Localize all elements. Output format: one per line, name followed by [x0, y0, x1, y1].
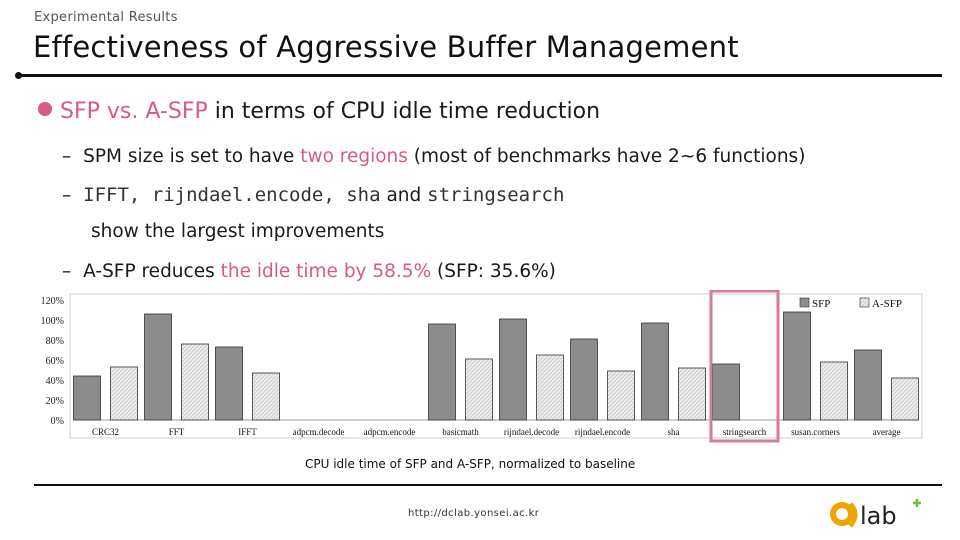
- x-tick-label: rijndael.encode: [575, 427, 630, 437]
- sub1-highlight: two regions: [300, 146, 408, 167]
- sub1-text-c: (most of benchmarks have 2~6 functions): [407, 146, 806, 167]
- bar-asfp-IFFT: [252, 372, 280, 421]
- bar-asfp-CRC32: [110, 366, 138, 421]
- x-tick-label: rijndael.decode: [504, 427, 559, 437]
- bar-sfp-average: [854, 349, 882, 421]
- x-tick-label: FFT: [169, 427, 185, 437]
- sub-bullet-spm: – SPM size is set to have two regions (m…: [62, 146, 805, 167]
- x-tick-label: basicmath: [442, 427, 479, 437]
- y-tick-label: 120%: [41, 296, 64, 307]
- sub1-text-a: SPM size is set to have: [83, 146, 301, 167]
- sub2-code: IFFT, rijndael.encode, sha: [83, 184, 381, 206]
- bar-sfp-sha: [641, 322, 669, 421]
- bar-asfp-rijndael.decode: [536, 354, 564, 421]
- page-title: Effectiveness of Aggressive Buffer Manag…: [33, 30, 739, 64]
- x-tick-label: adpcm.decode: [293, 427, 345, 437]
- sub-bullet-reduction: – A-SFP reduces the idle time by 58.5% (…: [62, 261, 556, 282]
- bar-asfp-basicmath: [465, 358, 493, 421]
- footer-url: http://dclab.yonsei.ac.kr: [408, 508, 540, 519]
- y-tick-label: 20%: [46, 396, 64, 407]
- footer-divider: [34, 484, 942, 486]
- chart-caption: CPU idle time of SFP and A-SFP, normaliz…: [305, 457, 636, 471]
- legend-label-asfp: A-SFP: [872, 298, 902, 310]
- y-tick-label: 60%: [46, 356, 64, 367]
- section-label: Experimental Results: [34, 10, 178, 25]
- x-tick-label: susan.corners: [791, 427, 840, 437]
- x-tick-label: IFFT: [238, 427, 257, 437]
- rule-dot: [15, 72, 22, 79]
- sub3-highlight: the idle time by 58.5%: [220, 261, 432, 282]
- legend-label-sfp: SFP: [812, 298, 830, 310]
- plot-frame: [69, 293, 923, 439]
- sub3-text-c: (SFP: 35.6%): [431, 261, 556, 282]
- bar-sfp-basicmath: [428, 323, 456, 421]
- y-tick-label: 80%: [46, 336, 64, 347]
- sub3-text-a: A-SFP reduces: [83, 261, 221, 282]
- y-tick-label: 40%: [46, 376, 64, 387]
- bar-sfp-CRC32: [73, 375, 101, 421]
- x-tick-label: CRC32: [92, 427, 119, 437]
- bar-chart: 0% 20% 40% 60% 80% 100% 120% CRC32 FFT IFFT adpcm.…: [41, 290, 923, 443]
- sub2-and: and: [380, 185, 428, 206]
- dclab-logo: lab: [830, 499, 921, 530]
- title-divider: [20, 74, 942, 77]
- bar-sfp-rijndael.encode: [570, 338, 598, 421]
- bullet-text: in terms of CPU idle time reduction: [207, 99, 601, 124]
- bar-asfp-sha: [678, 367, 706, 421]
- x-tick-label: adpcm.encode: [364, 427, 416, 437]
- main-bullet: SFP vs. A-SFP in terms of CPU idle time …: [38, 99, 600, 124]
- bar-sfp-FFT: [144, 313, 172, 421]
- y-tick-label: 0%: [51, 416, 64, 427]
- bar-sfp-IFFT: [215, 346, 243, 421]
- logo-text: lab: [860, 502, 897, 530]
- x-tick-label: stringsearch: [723, 427, 767, 437]
- bar-asfp-susan.corners: [820, 361, 848, 421]
- bullet-dot-icon: [38, 102, 52, 116]
- bullet-highlight: SFP vs. A-SFP: [60, 99, 208, 124]
- bar-sfp-stringsearch: [712, 363, 740, 421]
- legend-swatch-sfp: [799, 297, 810, 308]
- bar-asfp-rijndael.encode: [607, 370, 635, 421]
- legend-swatch-asfp: [859, 297, 870, 308]
- bar-sfp-susan.corners: [783, 311, 811, 421]
- y-tick-label: 100%: [41, 316, 64, 327]
- dash: –: [62, 146, 72, 167]
- x-tick-label: average: [873, 427, 901, 437]
- bar-asfp-average: [891, 377, 919, 421]
- sub-bullet-benchmarks: – IFFT, rijndael.encode, sha and strings…: [62, 184, 564, 206]
- sub2-code2: stringsearch: [427, 184, 565, 206]
- bar-asfp-FFT: [181, 343, 209, 421]
- bar-sfp-rijndael.decode: [499, 318, 527, 421]
- x-tick-label: sha: [668, 427, 680, 437]
- dash: –: [62, 261, 72, 282]
- dash: –: [62, 185, 72, 206]
- highlight-box-stringsearch: [709, 290, 780, 443]
- sub2-line2: show the largest improvements: [91, 221, 385, 242]
